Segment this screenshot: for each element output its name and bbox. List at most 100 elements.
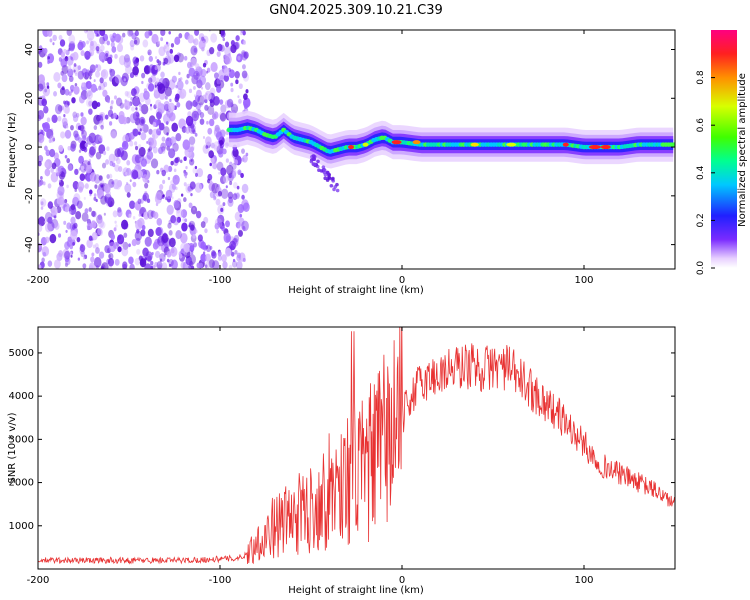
noise-blob: [209, 47, 215, 55]
noise-blob: [58, 171, 66, 180]
noise-blob: [130, 88, 137, 97]
noise-blob: [212, 95, 220, 106]
noise-blob: [185, 79, 189, 85]
noise-blob: [130, 96, 134, 101]
colorbar-tick-label: 0.8: [696, 70, 706, 85]
spectrogram-y-tick-label: -40: [24, 236, 35, 252]
noise-blob: [67, 101, 71, 106]
noise-blob: [241, 70, 248, 79]
snr-series-line: [38, 327, 675, 565]
noise-blob: [199, 118, 205, 125]
noise-blob: [154, 66, 158, 71]
noise-blob: [241, 148, 245, 154]
noise-blob: [68, 34, 76, 44]
noise-blob: [183, 156, 187, 162]
noise-blob: [123, 232, 128, 238]
spectrogram-x-label: Height of straight line (km): [288, 285, 424, 296]
noise-blob: [200, 221, 206, 228]
noise-blob: [228, 173, 232, 179]
noise-blob: [145, 251, 153, 262]
noise-blob: [237, 95, 240, 99]
noise-blob: [137, 144, 142, 149]
noise-blob: [220, 207, 224, 213]
noise-blob: [86, 222, 92, 230]
noise-blob: [75, 112, 80, 118]
noise-blob: [176, 216, 182, 223]
noise-blob: [230, 44, 237, 54]
noise-blob: [44, 168, 51, 177]
noise-blob: [177, 52, 185, 63]
noise-blob: [64, 129, 72, 139]
snr-y-tick-label: 1000: [9, 521, 34, 532]
noise-blob: [67, 164, 73, 172]
noise-blob: [96, 214, 103, 224]
noise-blob: [44, 211, 53, 223]
ridge-hotspot: [506, 142, 517, 147]
noise-blob: [67, 163, 74, 171]
tail-blob: [319, 169, 324, 173]
noise-blob: [193, 85, 196, 90]
noise-blob: [39, 181, 43, 186]
noise-blob: [121, 246, 129, 257]
noise-blob: [221, 225, 226, 232]
noise-blob: [157, 40, 160, 45]
noise-blob: [235, 35, 240, 42]
noise-blob: [180, 232, 188, 244]
noise-blob: [171, 122, 179, 132]
noise-blob: [49, 135, 55, 143]
noise-blob: [155, 202, 159, 207]
noise-blob: [68, 40, 76, 51]
noise-blob: [166, 250, 172, 258]
noise-blob: [222, 261, 228, 269]
tail-blob: [332, 187, 336, 192]
noise-blob: [121, 219, 129, 230]
snr-x-ticks: -200 -100 0 100: [27, 327, 594, 586]
noise-blob: [89, 193, 92, 197]
noise-blob: [79, 244, 86, 253]
noise-blob: [63, 100, 66, 105]
noise-blob: [44, 161, 49, 168]
noise-blob: [89, 146, 96, 156]
tail-blob: [335, 182, 339, 187]
noise-blob: [142, 39, 149, 48]
noise-blob: [183, 55, 188, 61]
noise-blob: [101, 162, 107, 169]
noise-blob: [220, 188, 229, 200]
noise-blob: [229, 180, 233, 186]
noise-blob: [223, 68, 230, 77]
noise-blob: [170, 248, 175, 254]
noise-blob: [88, 100, 93, 107]
noise-blob: [104, 114, 109, 120]
noise-blob: [61, 74, 68, 83]
noise-blob: [212, 163, 218, 170]
noise-blob: [146, 141, 149, 144]
noise-blob: [47, 216, 53, 225]
noise-blob: [178, 33, 183, 39]
noise-blob: [190, 158, 193, 162]
noise-blob: [241, 157, 245, 162]
noise-blob: [116, 234, 125, 245]
noise-blob: [204, 261, 210, 269]
noise-blob: [140, 132, 147, 141]
noise-blob: [103, 212, 106, 216]
noise-blob: [225, 220, 230, 228]
noise-blob: [95, 46, 100, 52]
noise-blob: [149, 137, 157, 149]
noise-blob: [80, 140, 87, 150]
noise-blob: [178, 253, 183, 259]
noise-blob: [158, 46, 166, 57]
noise-blob: [77, 181, 85, 191]
noise-blob: [38, 61, 43, 68]
noise-blob: [67, 146, 71, 151]
noise-blob: [189, 144, 195, 152]
noise-blob: [154, 261, 158, 268]
noise-blob: [108, 241, 116, 253]
noise-blob: [71, 224, 76, 230]
noise-blob: [53, 152, 59, 160]
noise-blob: [200, 253, 207, 263]
noise-blob: [156, 261, 163, 269]
noise-blob: [226, 164, 234, 176]
noise-blob: [105, 159, 110, 165]
noise-blob: [41, 98, 47, 107]
noise-blob: [242, 154, 248, 163]
